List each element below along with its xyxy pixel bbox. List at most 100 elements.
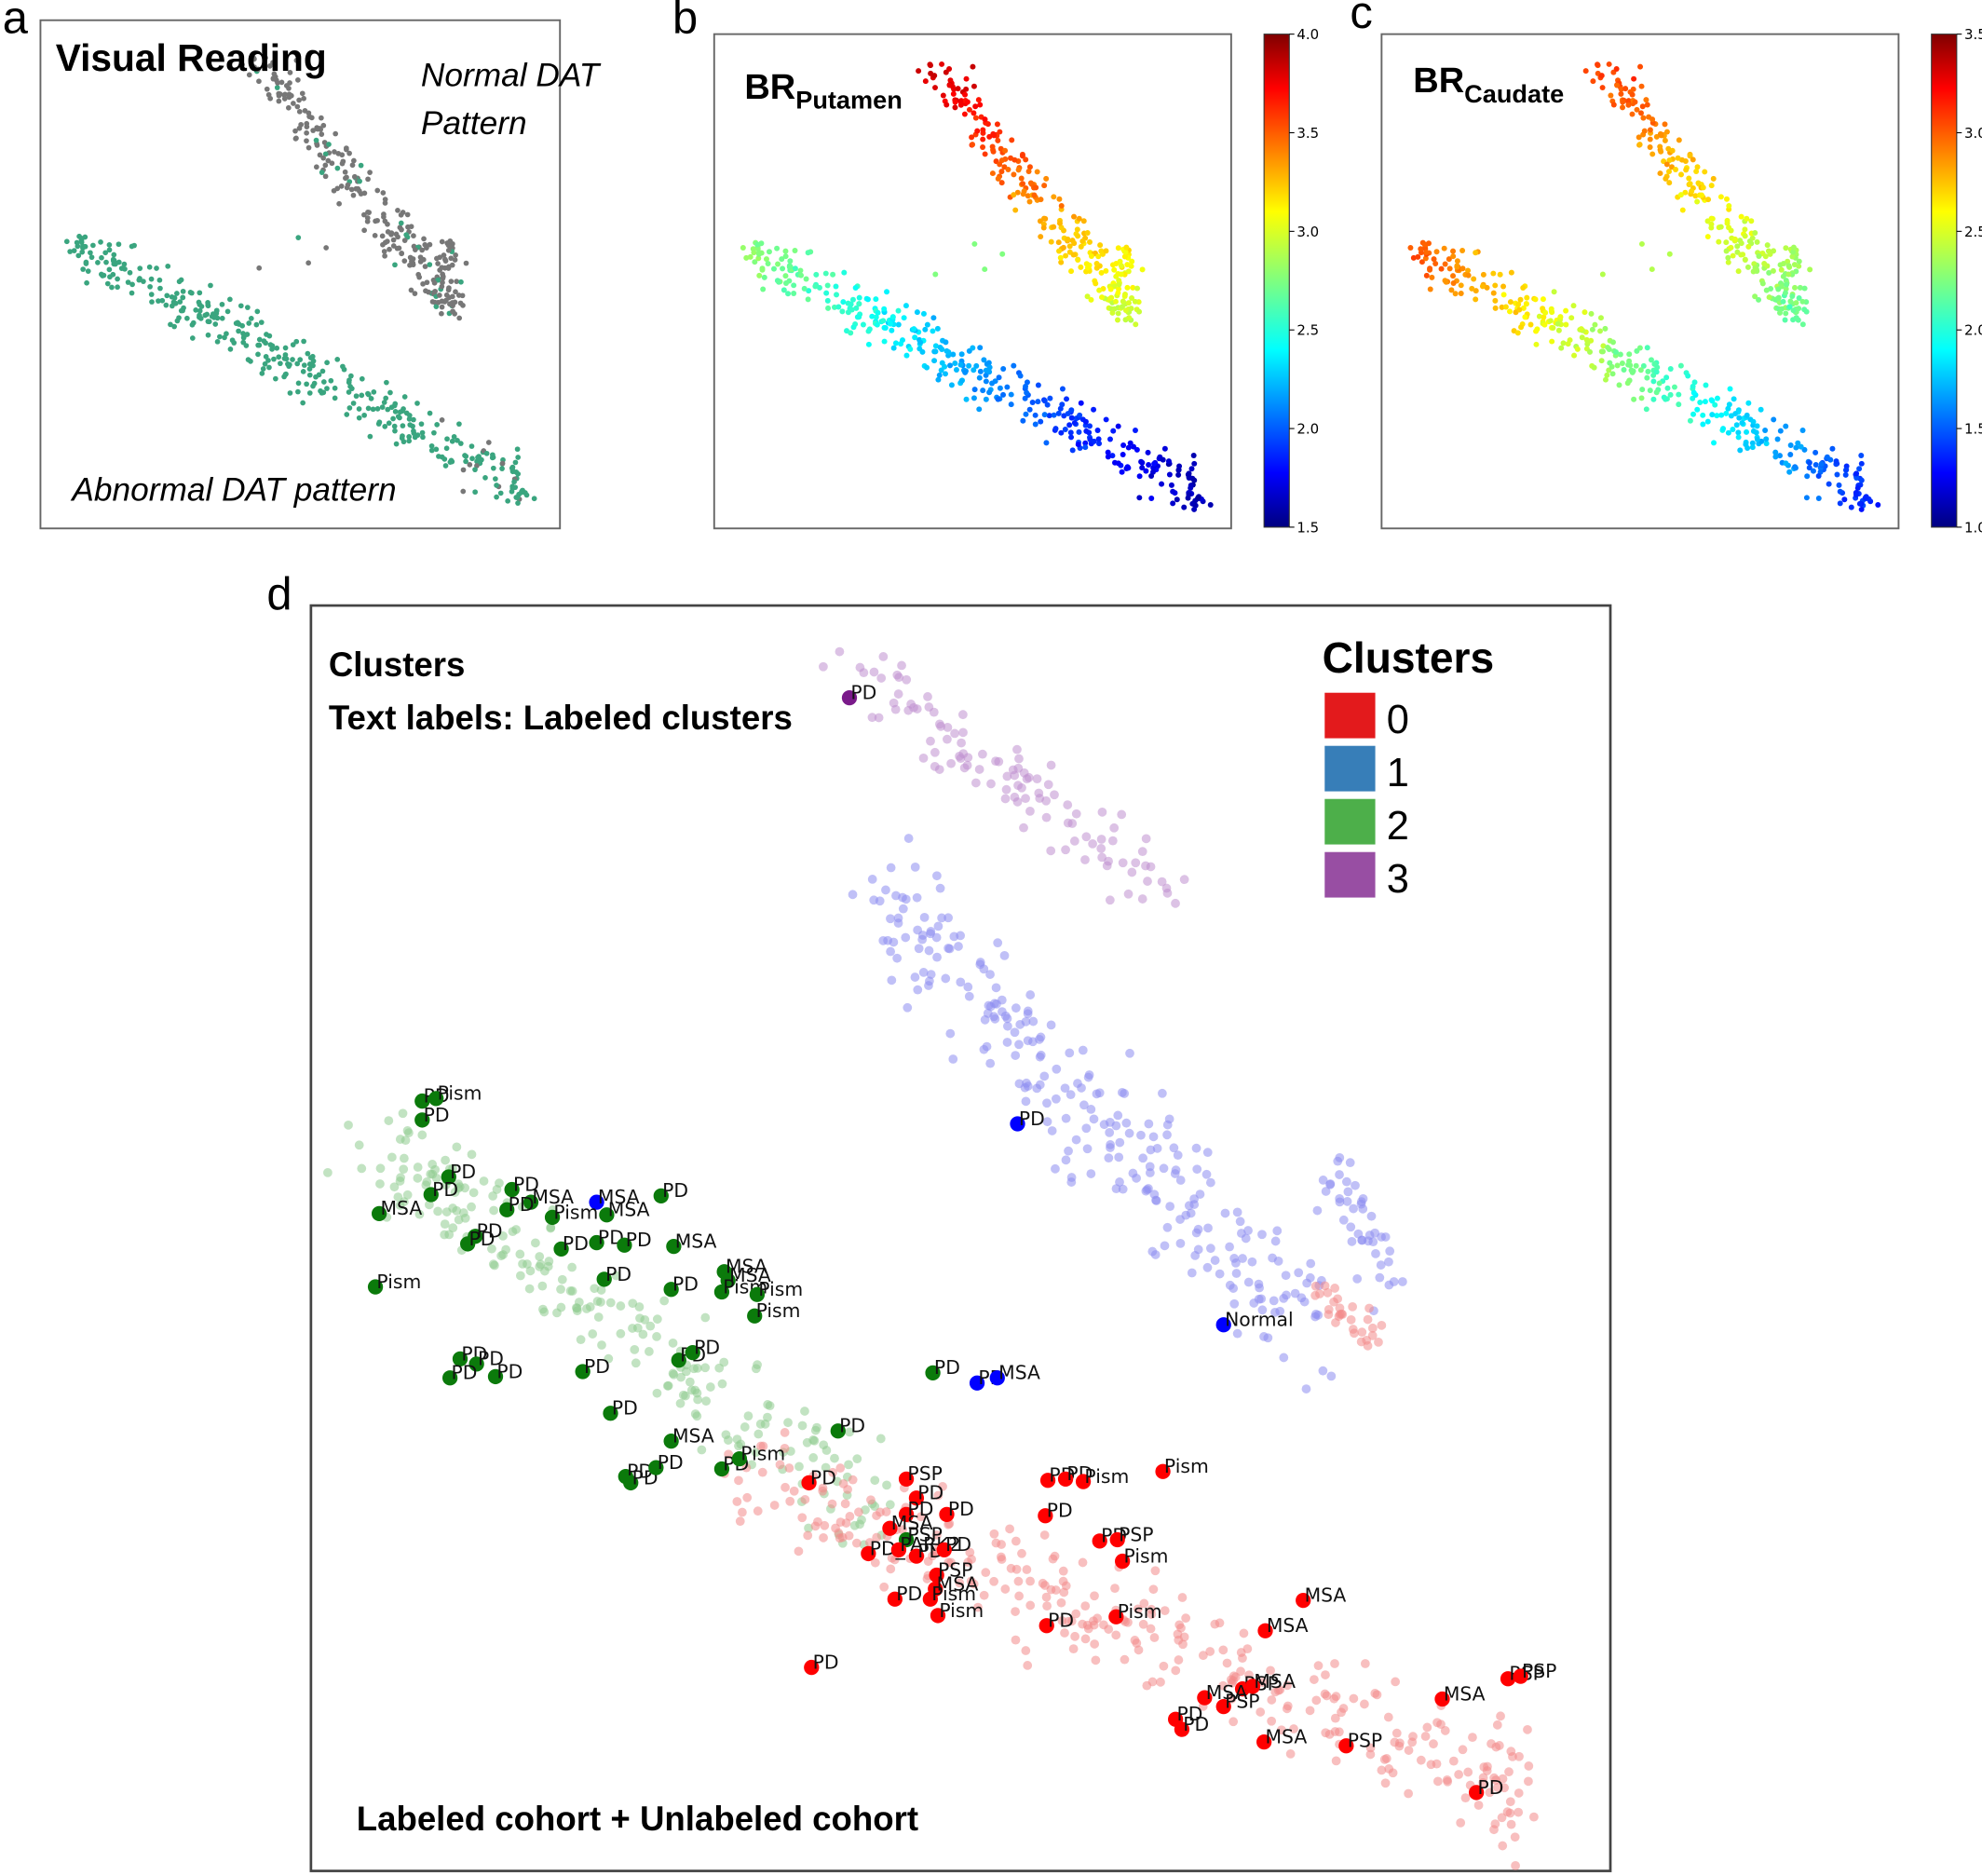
br-point (848, 301, 854, 307)
panel-b-letter: b (672, 0, 698, 43)
cluster-point (755, 1419, 766, 1429)
br-point (1602, 376, 1609, 383)
cluster-point (693, 1394, 703, 1405)
embedding-point (400, 423, 406, 428)
cluster-point (565, 1286, 576, 1296)
embedding-point (315, 126, 320, 132)
cluster-point (734, 1475, 743, 1486)
embedding-point (482, 475, 488, 481)
labeled-point (882, 1520, 898, 1536)
cluster-point (632, 1323, 643, 1333)
embedding-point (420, 280, 426, 287)
cluster-point (1348, 1301, 1358, 1312)
embedding-point (267, 95, 274, 102)
br-point (1191, 460, 1198, 467)
cluster-point (769, 1501, 780, 1510)
br-point (1669, 147, 1676, 154)
cluster-point (1256, 1707, 1266, 1717)
labeled-point (1039, 1473, 1056, 1489)
cluster-point (1349, 1203, 1358, 1214)
br-point (1088, 296, 1094, 303)
labeled-point (666, 1239, 682, 1255)
br-point (1744, 215, 1750, 222)
br-point (1745, 243, 1752, 250)
panel-b-points (740, 61, 1214, 512)
embedding-point (439, 310, 444, 317)
cluster-point (986, 779, 996, 789)
panel-d-labeled-points: PDPDNormalPDMSAMSAPDPismPDPDPDMSAPDMSAPD… (367, 682, 1556, 1801)
br-point (980, 387, 986, 394)
embedding-point (356, 406, 362, 412)
br-point (982, 266, 988, 273)
panel-d-letter: d (266, 569, 292, 619)
cluster-point (1079, 1100, 1089, 1110)
br-point (779, 256, 785, 263)
br-point (1752, 265, 1758, 271)
br-point (1523, 301, 1529, 307)
br-point (1775, 295, 1782, 302)
br-point (907, 346, 914, 352)
cluster-point (1144, 1119, 1154, 1129)
embedding-point (294, 103, 301, 110)
br-point (1571, 352, 1578, 359)
embedding-point (227, 346, 234, 352)
br-point (806, 288, 812, 294)
embedding-point (313, 374, 319, 380)
cluster-point (1189, 1194, 1199, 1204)
cluster-point (1046, 1020, 1056, 1030)
embedding-point (412, 247, 418, 253)
cluster-point (428, 1169, 438, 1179)
cluster-point (1142, 1680, 1152, 1691)
embedding-point (222, 334, 227, 341)
labeled-point (460, 1236, 476, 1252)
embedding-point (163, 302, 170, 308)
embedding-point (292, 128, 298, 134)
embedding-point (342, 169, 348, 175)
labeled-point-text: PD (563, 1232, 589, 1255)
embedding-point (100, 273, 105, 279)
cluster-point (1511, 1860, 1520, 1870)
cluster-point (763, 1412, 772, 1422)
labeled-point (887, 1591, 903, 1607)
embedding-point (205, 332, 211, 338)
embedding-point (129, 243, 135, 250)
embedding-point (346, 405, 353, 411)
annotation-normal-line2: Pattern (421, 105, 527, 142)
cluster-point (742, 1492, 753, 1502)
br-point (958, 351, 965, 358)
cluster-point (1025, 806, 1035, 816)
br-point (1607, 360, 1613, 366)
embedding-point (176, 279, 183, 285)
embedding-point (305, 260, 311, 266)
br-point (1600, 343, 1607, 349)
cluster-point (800, 1494, 810, 1504)
br-point (1656, 380, 1663, 387)
embedding-point (325, 157, 332, 164)
br-point (1858, 477, 1865, 483)
embedding-point (115, 276, 120, 282)
br-point (1709, 412, 1716, 418)
labeled-point (367, 1279, 384, 1295)
br-point (1632, 99, 1638, 105)
cluster-point (996, 1552, 1006, 1562)
br-point (1605, 344, 1611, 350)
br-point (1780, 298, 1786, 305)
br-point (1025, 193, 1031, 199)
cluster-point (1035, 1052, 1045, 1062)
br-point (1598, 358, 1605, 364)
br-point (1692, 193, 1699, 199)
br-point (1718, 412, 1725, 418)
embedding-point (310, 358, 317, 364)
cluster-point (1312, 1205, 1323, 1216)
cluster-point (1301, 1384, 1311, 1393)
cluster-point (803, 1530, 813, 1541)
br-point (1640, 362, 1647, 369)
embedding-point (147, 283, 153, 290)
embedding-point (361, 412, 367, 418)
cluster-point (1524, 1761, 1534, 1771)
br-point (1011, 192, 1017, 198)
cluster-point (989, 1529, 999, 1539)
br-point (1708, 215, 1715, 222)
labeled-point (801, 1475, 817, 1491)
embedding-point (306, 366, 313, 372)
